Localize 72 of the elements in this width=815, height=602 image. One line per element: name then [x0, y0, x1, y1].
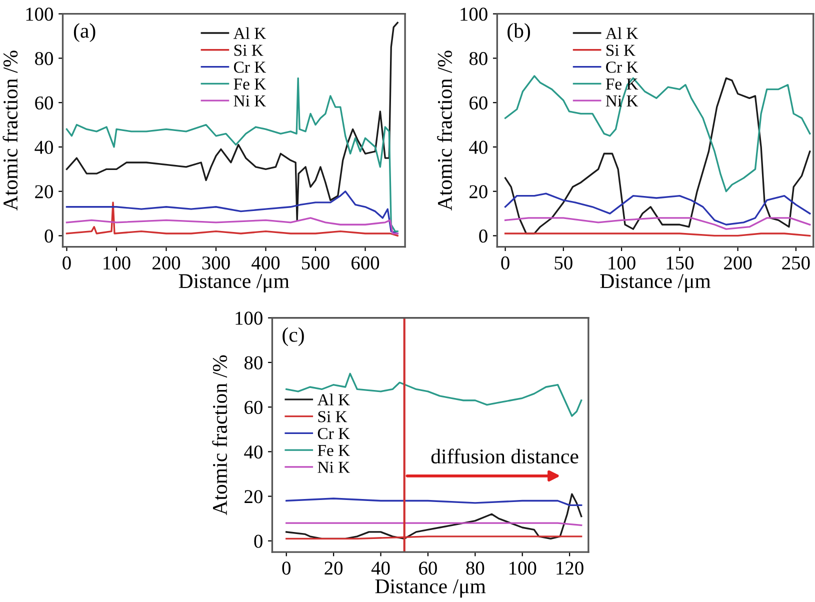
y-tick-label: 20 — [35, 185, 53, 198]
y-tick-label: 40 — [244, 445, 262, 459]
line-series — [504, 75, 811, 192]
legend-label: Fe K — [234, 78, 266, 90]
legend-label: Ni K — [318, 462, 350, 473]
x-tick-label: 0 — [501, 256, 510, 270]
legend-label: Si K — [234, 44, 264, 56]
y-tick-label: 80 — [469, 52, 488, 66]
legend-label: Si K — [606, 44, 636, 56]
x-tick-label: 0 — [282, 562, 290, 575]
line-series — [504, 217, 811, 230]
x-tick-label: 250 — [782, 256, 810, 270]
x-tick-label: 200 — [152, 256, 180, 270]
y-tick-label: 60 — [244, 400, 262, 414]
y-tick-label: 60 — [470, 96, 488, 110]
y-tick-label: 100 — [236, 312, 262, 325]
line-series — [66, 190, 398, 234]
line-series — [66, 202, 398, 237]
x-tick-label: 150 — [666, 256, 694, 270]
y-tick-label: 40 — [34, 140, 53, 154]
x-tick-label: 100 — [104, 256, 130, 270]
x-tick-label: 400 — [252, 256, 280, 270]
line-series — [286, 493, 582, 540]
legend-label: Cr K — [606, 62, 638, 73]
y-tick-label: 100 — [460, 8, 488, 21]
y-tick-label: 0 — [254, 534, 262, 548]
chart-title: (c) — [282, 327, 304, 346]
line-series — [504, 77, 811, 234]
y-axis-title: Atomic fraction /% — [2, 50, 18, 211]
x-tick-label: 600 — [352, 256, 380, 270]
y-tick-label: 20 — [470, 185, 488, 198]
x-tick-label: 0 — [62, 256, 71, 270]
x-tick-label: 300 — [202, 256, 230, 270]
y-tick-label: 20 — [244, 490, 262, 504]
y-tick-label: 80 — [244, 356, 262, 370]
x-axis-title: Distance /μm — [600, 274, 711, 292]
x-tick-label: 500 — [302, 256, 330, 270]
chart-title: (a) — [74, 23, 96, 42]
legend-label: Fe K — [318, 444, 350, 456]
x-tick-label: 40 — [371, 562, 390, 575]
y-tick-label: 0 — [479, 230, 488, 243]
line-series — [66, 77, 398, 232]
x-tick-label: 60 — [419, 562, 437, 575]
x-tick-label: 200 — [724, 256, 752, 270]
x-axis-title: Distance /μm — [375, 579, 486, 598]
legend-label: Cr K — [318, 428, 350, 440]
x-tick-label: 20 — [324, 562, 343, 575]
y-tick-label: 100 — [26, 8, 53, 21]
legend-label: Si K — [318, 411, 348, 422]
x-tick-label: 100 — [608, 256, 636, 270]
line-series — [66, 22, 398, 222]
y-tick-label: 60 — [35, 96, 53, 110]
y-tick-label: 0 — [44, 230, 53, 243]
line-series — [504, 192, 811, 226]
y-axis-title: Atomic fraction /% — [212, 355, 228, 516]
x-tick-label: 100 — [509, 562, 536, 575]
legend-label: Ni K — [606, 95, 638, 106]
legend-label: Al K — [606, 27, 638, 39]
line-series — [66, 217, 398, 234]
legend-label: Al K — [317, 394, 350, 406]
x-tick-label: 120 — [556, 562, 584, 575]
legend-label: Al K — [233, 27, 266, 39]
legend-label: Ni K — [234, 95, 266, 106]
x-tick-label: 50 — [554, 256, 572, 270]
annotation: diffusion distance — [431, 448, 578, 464]
legend-label: Cr K — [234, 62, 266, 73]
x-axis-title: Distance /μm — [178, 274, 290, 292]
y-tick-label: 80 — [35, 52, 53, 66]
chart-title: (b) — [508, 23, 530, 42]
y-tick-label: 40 — [469, 140, 488, 154]
y-axis-title: Atomic fraction /% — [437, 50, 452, 211]
line-series — [286, 498, 582, 506]
